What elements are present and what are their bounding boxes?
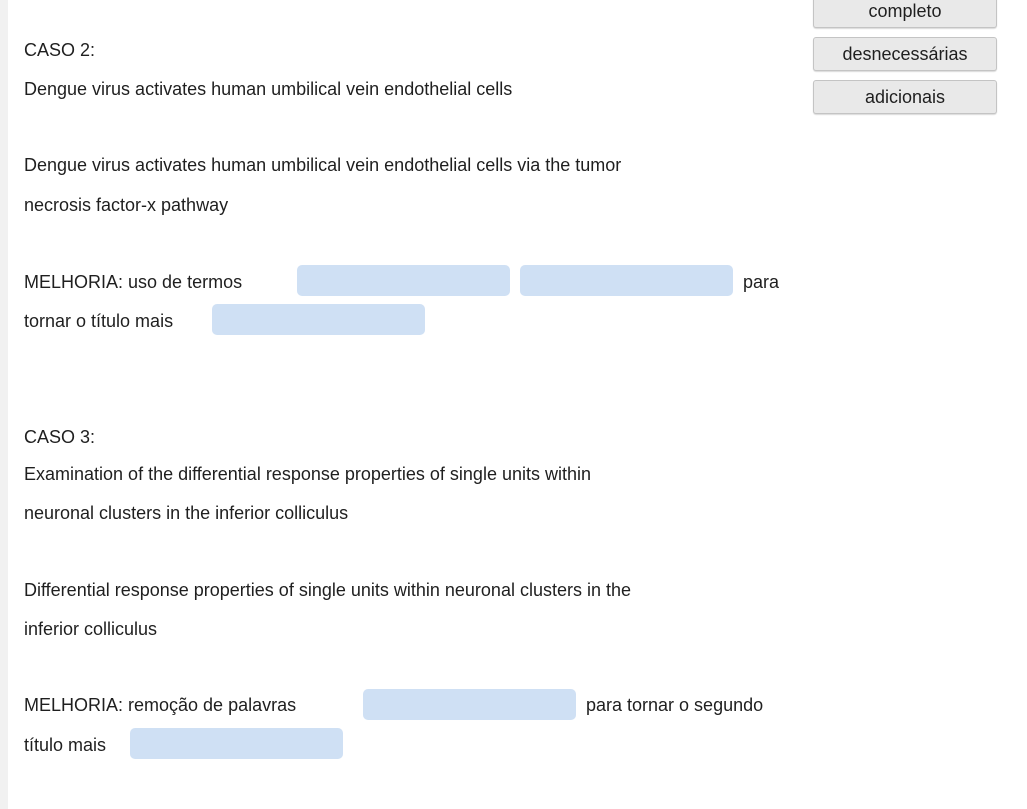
caso3-original-title-line2: neuronal clusters in the inferior collic… [24, 503, 349, 523]
caso3-heading: CASO 3: [24, 427, 96, 447]
caso2-improved-title-line1: Dengue virus activates human umbilical v… [24, 155, 622, 175]
chip-completo[interactable]: completo [813, 0, 997, 28]
caso2-drop-zone-1[interactable] [297, 265, 510, 296]
caso3-melhoria-mid: para tornar o segundo [586, 695, 764, 715]
caso2-melhoria-prefix: MELHORIA: uso de termos [24, 272, 243, 292]
caso3-melhoria-line2: título mais [24, 735, 107, 755]
caso3-melhoria-prefix: MELHORIA: remoção de palavras [24, 695, 297, 715]
left-gutter [0, 0, 8, 809]
caso2-heading: CASO 2: [24, 40, 96, 60]
caso2-melhoria-line2: tornar o título mais [24, 311, 174, 331]
caso3-original-title-line1: Examination of the differential response… [24, 464, 591, 484]
caso3-improved-title-line1: Differential response properties of sing… [24, 580, 631, 600]
caso3-drop-zone-2[interactable] [130, 728, 343, 759]
caso2-drop-zone-3[interactable] [212, 304, 425, 335]
caso2-original-title: Dengue virus activates human umbilical v… [24, 79, 513, 99]
caso3-improved-title-line2: inferior colliculus [24, 619, 158, 639]
chip-adicionais[interactable]: adicionais [813, 80, 997, 114]
chip-desnecessarias[interactable]: desnecessárias [813, 37, 997, 71]
caso2-melhoria-mid: para [743, 272, 780, 292]
caso2-improved-title-line2: necrosis factor-x pathway [24, 195, 229, 215]
caso3-drop-zone-1[interactable] [363, 689, 576, 720]
caso2-drop-zone-2[interactable] [520, 265, 733, 296]
